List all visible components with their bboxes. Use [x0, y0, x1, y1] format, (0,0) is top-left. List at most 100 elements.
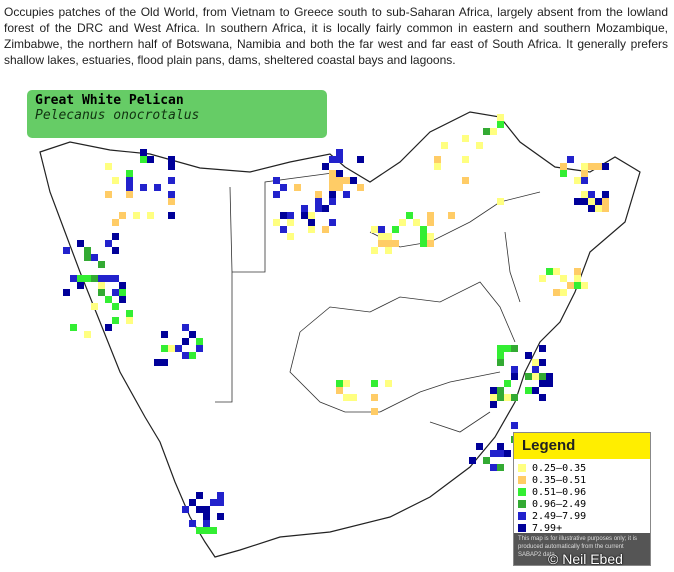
atlas-cell [168, 345, 175, 352]
atlas-cell [91, 303, 98, 310]
atlas-cell [203, 520, 210, 527]
atlas-cell [490, 128, 497, 135]
atlas-cell [581, 163, 588, 170]
atlas-cell [497, 359, 504, 366]
atlas-cell [574, 177, 581, 184]
atlas-cell [539, 275, 546, 282]
atlas-cell [462, 177, 469, 184]
atlas-cell [602, 191, 609, 198]
atlas-cell [77, 275, 84, 282]
atlas-cell [399, 219, 406, 226]
atlas-cell [490, 464, 497, 471]
atlas-cell [336, 149, 343, 156]
atlas-cell [119, 212, 126, 219]
atlas-cell [329, 191, 336, 198]
atlas-cell [105, 191, 112, 198]
atlas-cell [448, 212, 455, 219]
atlas-cell [602, 205, 609, 212]
atlas-cell [168, 156, 175, 163]
atlas-cell [168, 177, 175, 184]
atlas-cell [84, 275, 91, 282]
atlas-cell [70, 324, 77, 331]
legend-label: 2.49–7.99 [532, 511, 587, 522]
atlas-cell [308, 219, 315, 226]
atlas-cell [217, 513, 224, 520]
legend-label: 0.51–0.96 [532, 487, 587, 498]
atlas-cell [315, 205, 322, 212]
atlas-cell [427, 212, 434, 219]
atlas-cell [63, 247, 70, 254]
atlas-cell [588, 163, 595, 170]
atlas-cell [560, 163, 567, 170]
atlas-cell [539, 394, 546, 401]
atlas-cell [392, 226, 399, 233]
atlas-cell [287, 233, 294, 240]
atlas-cell [63, 289, 70, 296]
atlas-cell [329, 156, 336, 163]
atlas-cell [497, 394, 504, 401]
atlas-cell [581, 282, 588, 289]
legend-item: 7.99+ [518, 523, 650, 535]
atlas-cell [105, 275, 112, 282]
atlas-cell [336, 380, 343, 387]
atlas-cell [497, 450, 504, 457]
atlas-cell [196, 506, 203, 513]
atlas-cell [371, 408, 378, 415]
atlas-cell [532, 373, 539, 380]
atlas-cell [490, 387, 497, 394]
atlas-cell [497, 114, 504, 121]
atlas-cell [315, 191, 322, 198]
atlas-cell [168, 191, 175, 198]
atlas-cell [385, 233, 392, 240]
atlas-cell [378, 226, 385, 233]
atlas-cell [350, 394, 357, 401]
atlas-cell [175, 345, 182, 352]
atlas-cell [441, 142, 448, 149]
atlas-cell [273, 191, 280, 198]
atlas-cell [105, 324, 112, 331]
atlas-cell [210, 527, 217, 534]
atlas-cell [539, 345, 546, 352]
atlas-cell [280, 226, 287, 233]
atlas-cell [574, 198, 581, 205]
atlas-cell [336, 156, 343, 163]
atlas-cell [525, 352, 532, 359]
atlas-cell [301, 205, 308, 212]
atlas-cell [168, 212, 175, 219]
atlas-cell [84, 247, 91, 254]
atlas-cell [161, 331, 168, 338]
atlas-cell [98, 261, 105, 268]
atlas-cell [371, 380, 378, 387]
atlas-cell [476, 142, 483, 149]
atlas-cell [112, 177, 119, 184]
atlas-cell [196, 492, 203, 499]
atlas-cell [595, 205, 602, 212]
atlas-cell [560, 275, 567, 282]
atlas-cell [378, 233, 385, 240]
atlas-cell [112, 317, 119, 324]
atlas-cell [553, 289, 560, 296]
atlas-cell [336, 387, 343, 394]
atlas-cell [420, 240, 427, 247]
atlas-cell [553, 268, 560, 275]
atlas-cell [560, 170, 567, 177]
atlas-cell [497, 464, 504, 471]
atlas-cell [581, 191, 588, 198]
atlas-cell [196, 338, 203, 345]
atlas-cell [217, 492, 224, 499]
atlas-cell [273, 219, 280, 226]
atlas-cell [539, 380, 546, 387]
atlas-cell [476, 443, 483, 450]
atlas-cell [490, 394, 497, 401]
atlas-cell [427, 219, 434, 226]
legend-item: 0.51–0.96 [518, 487, 650, 499]
atlas-cell [112, 303, 119, 310]
atlas-cell [385, 380, 392, 387]
atlas-cell [77, 240, 84, 247]
atlas-cell [140, 156, 147, 163]
atlas-cell [189, 352, 196, 359]
legend-swatch [518, 500, 526, 508]
atlas-cell [427, 240, 434, 247]
atlas-cell [343, 191, 350, 198]
